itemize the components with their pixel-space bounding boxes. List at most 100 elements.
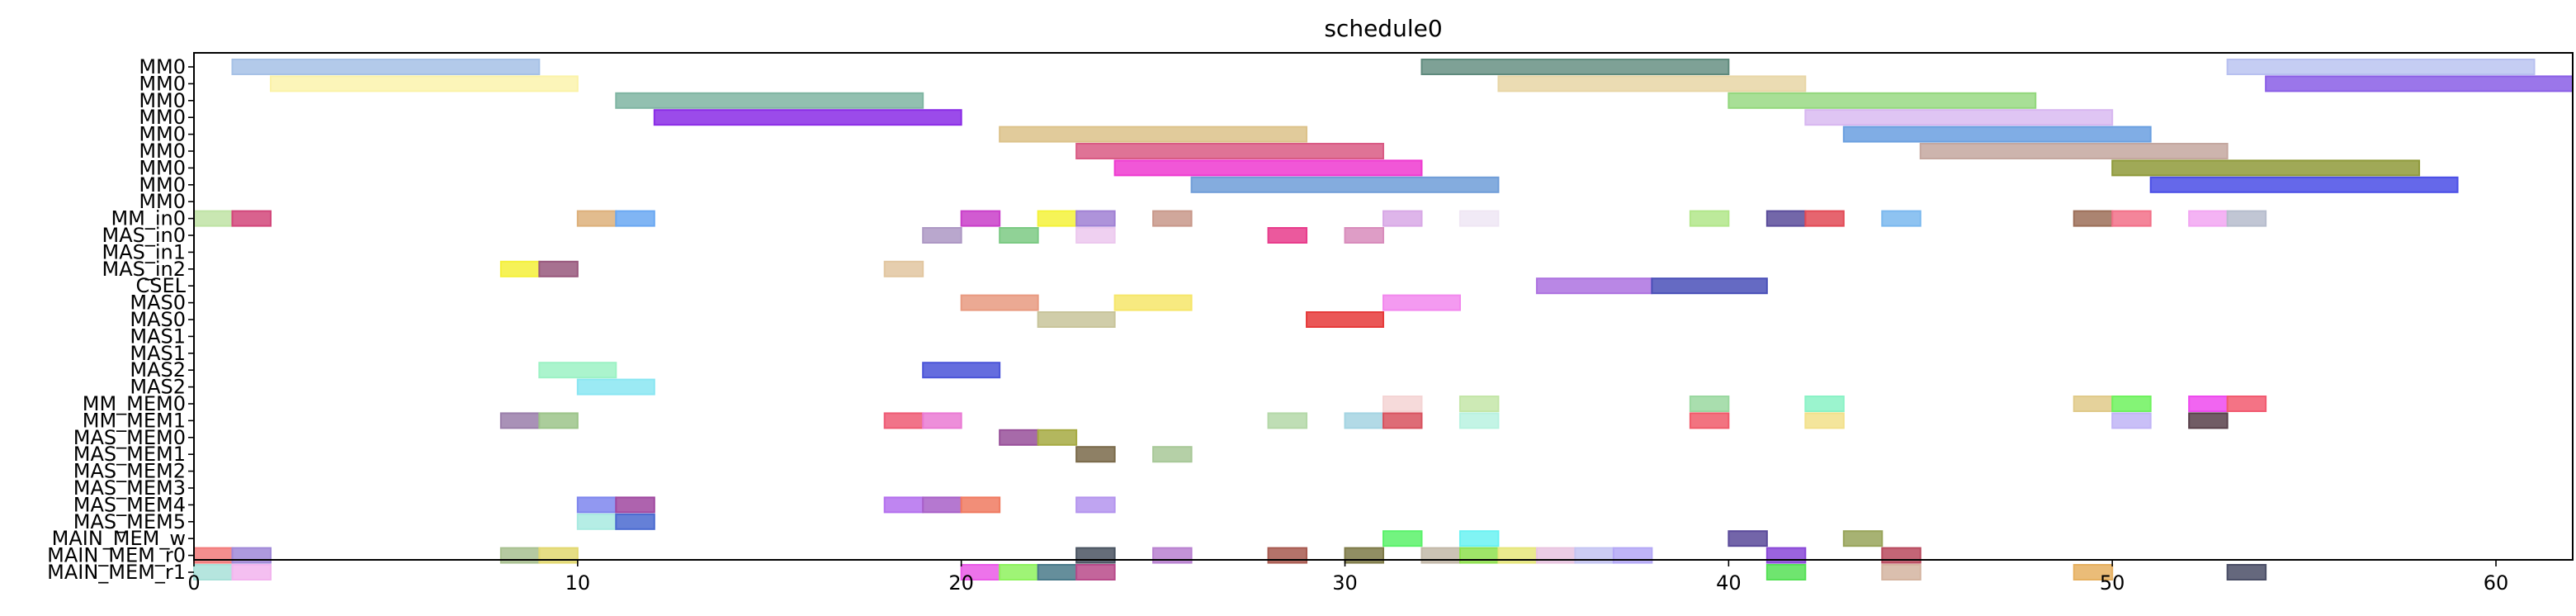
row-label: MM0 xyxy=(139,156,186,179)
task-bar xyxy=(2073,210,2114,227)
chart-title: schedule0 xyxy=(1324,15,1442,42)
row-label: MAS_in0 xyxy=(102,224,186,247)
task-bar xyxy=(1344,227,1384,244)
task-bar xyxy=(193,210,234,227)
row-label: MM0 xyxy=(139,140,186,163)
task-bar xyxy=(922,496,962,514)
x-tick-label: 0 xyxy=(187,571,200,595)
row-label: MAS_MEM1 xyxy=(73,443,186,466)
task-bar xyxy=(653,109,962,126)
task-bars xyxy=(193,59,2574,580)
row-label: MAIN_MEM_r1 xyxy=(47,561,186,584)
row-label: MAS2 xyxy=(130,376,186,399)
row-label: MAS_MEM4 xyxy=(73,493,186,516)
task-bar xyxy=(2226,396,2267,412)
row-label: MAS1 xyxy=(130,325,186,348)
task-bar xyxy=(231,210,272,227)
row-label: MAS0 xyxy=(130,291,186,315)
task-bar xyxy=(576,513,617,530)
row-label: MM0 xyxy=(139,72,186,95)
task-bar xyxy=(1344,412,1384,429)
row-label: MM_MEM1 xyxy=(83,409,186,432)
task-bar xyxy=(1037,210,1078,227)
task-bar xyxy=(1420,59,1730,75)
task-bar xyxy=(1881,210,1921,227)
row-label: MAS_MEM2 xyxy=(73,460,186,483)
task-bar xyxy=(1075,446,1116,463)
task-bar xyxy=(1037,564,1078,580)
row-label: MAS0 xyxy=(130,308,186,331)
row-label: MAIN_MEM_r0 xyxy=(47,544,186,567)
task-bar xyxy=(883,412,924,429)
task-bar xyxy=(922,227,962,244)
task-bar xyxy=(1152,446,1193,463)
task-bar xyxy=(960,294,1039,311)
task-bar xyxy=(2226,59,2536,75)
task-bar xyxy=(1497,75,1807,92)
task-bar xyxy=(2149,176,2459,193)
task-bar xyxy=(2111,210,2152,227)
row-label: MAS2 xyxy=(130,358,186,381)
task-bar xyxy=(960,496,1001,514)
task-bar xyxy=(1804,412,1845,429)
task-bar xyxy=(1037,311,1116,328)
row-label: MM0 xyxy=(139,106,186,129)
row-labels: MM0MM0MM0MM0MM0MM0MM0MM0MM0MM_in0MAS_in0… xyxy=(47,55,194,584)
task-bar xyxy=(1383,530,1423,547)
row-label: MM_MEM0 xyxy=(83,392,186,415)
task-bar xyxy=(2265,75,2574,92)
row-label: MM0 xyxy=(139,173,186,197)
task-bar xyxy=(1075,564,1116,580)
row-label: MM0 xyxy=(139,55,186,78)
row-label: CSEL xyxy=(135,274,186,297)
row-label: MM0 xyxy=(139,123,186,146)
task-bar xyxy=(999,227,1039,244)
x-tick-label: 10 xyxy=(565,571,591,595)
row-label: MAS1 xyxy=(130,342,186,365)
task-bar xyxy=(1842,126,2152,143)
row-label: MAS_MEM5 xyxy=(73,510,186,533)
task-bar xyxy=(576,496,617,514)
task-bar xyxy=(1919,143,2229,159)
row-label: MAS_in1 xyxy=(102,240,186,263)
task-bar xyxy=(1728,530,1768,547)
x-tick-label: 20 xyxy=(948,571,974,595)
task-bar xyxy=(1881,564,1921,580)
task-bar xyxy=(1267,227,1308,244)
task-bar xyxy=(269,75,579,92)
task-bar xyxy=(1651,277,1768,295)
task-bar xyxy=(538,412,579,429)
task-bar xyxy=(1728,92,2037,109)
task-bar xyxy=(1804,396,1845,412)
row-label: MM0 xyxy=(139,89,186,112)
task-bar xyxy=(999,564,1039,580)
task-bar xyxy=(538,362,617,379)
plot-frame xyxy=(193,52,2574,561)
task-bar xyxy=(1075,210,1116,227)
task-bar xyxy=(231,59,541,75)
task-bar xyxy=(1113,294,1193,311)
row-label: MAS_MEM0 xyxy=(73,426,186,449)
task-bar xyxy=(922,362,1001,379)
task-bar xyxy=(231,564,272,580)
task-bar xyxy=(1152,210,1193,227)
task-bar xyxy=(2188,396,2229,412)
task-bar xyxy=(2111,396,2152,412)
task-bar xyxy=(499,260,541,277)
task-bar xyxy=(1804,109,2114,126)
task-bar xyxy=(615,210,655,227)
task-bar xyxy=(576,378,655,396)
x-tick-label: 30 xyxy=(1332,571,1358,595)
task-bar xyxy=(1804,210,1845,227)
task-bar xyxy=(1765,564,1807,580)
task-bar xyxy=(1383,210,1423,227)
task-bar xyxy=(615,496,655,514)
task-bar xyxy=(1689,396,1730,412)
x-tick-label: 60 xyxy=(2484,571,2509,595)
task-bar xyxy=(2111,159,2421,177)
task-bar xyxy=(538,260,579,277)
task-bar xyxy=(1458,396,1500,412)
task-bar xyxy=(960,210,1001,227)
x-tick-label: 50 xyxy=(2100,571,2125,595)
